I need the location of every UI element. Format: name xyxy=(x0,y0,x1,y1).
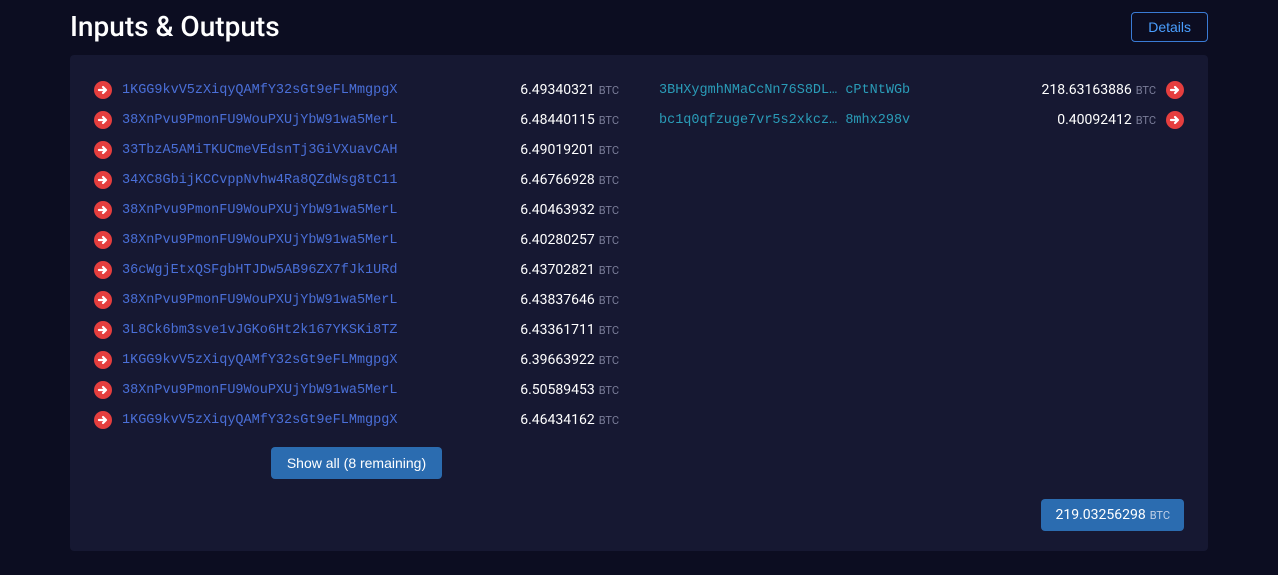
input-address-link[interactable]: 38XnPvu9PmonFU9WouPXUjYbW91wa5MerL xyxy=(122,233,520,248)
input-amount: 6.49019201 BTC xyxy=(520,142,619,158)
input-address-link[interactable]: 3L8Ck6bm3sve1vJGKo6Ht2k167YKSKi8TZ xyxy=(122,323,520,338)
input-amount: 6.46434162 BTC xyxy=(520,412,619,428)
arrow-right-icon xyxy=(94,291,112,309)
amount-value: 6.48440115 xyxy=(520,112,595,128)
input-address-link[interactable]: 1KGG9kvV5zXiqyQAMfY32sGt9eFLMmgpgX xyxy=(122,413,520,428)
currency-label: BTC xyxy=(1136,84,1156,97)
amount-value: 6.46434162 xyxy=(520,412,595,428)
amount-value: 6.46766928 xyxy=(520,172,595,188)
page-title: Inputs & Outputs xyxy=(70,10,280,43)
inputs-column: 1KGG9kvV5zXiqyQAMfY32sGt9eFLMmgpgX6.4934… xyxy=(94,75,619,479)
arrow-right-icon xyxy=(94,231,112,249)
input-amount: 6.50589453 BTC xyxy=(520,382,619,398)
currency-label: BTC xyxy=(1136,114,1156,127)
input-row: 38XnPvu9PmonFU9WouPXUjYbW91wa5MerL6.4383… xyxy=(94,285,619,315)
input-address-link[interactable]: 33TbzA5AMiTKUCmeVEdsnTj3GiVXuavCAH xyxy=(122,143,520,158)
currency-label: BTC xyxy=(599,234,619,247)
input-row: 34XC8GbijKCCvppNvhw4Ra8QZdWsg8tC116.4676… xyxy=(94,165,619,195)
output-row: bc1q0qfzuge7vr5s2xkcz… 8mhx298v0.4009241… xyxy=(659,105,1184,135)
amount-value: 6.43702821 xyxy=(520,262,595,278)
outputs-column: 3BHXygmhNMaCcNn76S8DL… cPtNtWGb218.63163… xyxy=(659,75,1184,479)
input-row: 1KGG9kvV5zXiqyQAMfY32sGt9eFLMmgpgX6.3966… xyxy=(94,345,619,375)
currency-label: BTC xyxy=(599,354,619,367)
currency-label: BTC xyxy=(599,384,619,397)
currency-label: BTC xyxy=(599,324,619,337)
currency-label: BTC xyxy=(599,174,619,187)
input-row: 1KGG9kvV5zXiqyQAMfY32sGt9eFLMmgpgX6.4643… xyxy=(94,405,619,435)
arrow-right-icon xyxy=(94,141,112,159)
input-row: 38XnPvu9PmonFU9WouPXUjYbW91wa5MerL6.4844… xyxy=(94,105,619,135)
input-amount: 6.48440115 BTC xyxy=(520,112,619,128)
amount-value: 6.40280257 xyxy=(520,232,595,248)
currency-label: BTC xyxy=(599,204,619,217)
input-address-link[interactable]: 38XnPvu9PmonFU9WouPXUjYbW91wa5MerL xyxy=(122,113,520,128)
arrow-right-icon xyxy=(94,111,112,129)
details-button[interactable]: Details xyxy=(1131,12,1208,42)
arrow-right-icon xyxy=(94,381,112,399)
amount-value: 6.50589453 xyxy=(520,382,595,398)
amount-value: 6.40463932 xyxy=(520,202,595,218)
arrow-right-icon xyxy=(94,351,112,369)
total-badge: 219.03256298 BTC xyxy=(1041,499,1184,531)
currency-label: BTC xyxy=(599,414,619,427)
input-row: 38XnPvu9PmonFU9WouPXUjYbW91wa5MerL6.4046… xyxy=(94,195,619,225)
total-amount: 219.03256298 xyxy=(1055,507,1145,523)
input-amount: 6.43837646 BTC xyxy=(520,292,619,308)
output-amount: 0.40092412 BTC xyxy=(1057,112,1156,128)
arrow-right-icon xyxy=(94,81,112,99)
input-row: 36cWgjEtxQSFgbHTJDw5AB96ZX7fJk1URd6.4370… xyxy=(94,255,619,285)
input-amount: 6.39663922 BTC xyxy=(520,352,619,368)
arrow-right-icon xyxy=(94,321,112,339)
input-address-link[interactable]: 38XnPvu9PmonFU9WouPXUjYbW91wa5MerL xyxy=(122,383,520,398)
input-amount: 6.40280257 BTC xyxy=(520,232,619,248)
arrow-right-icon xyxy=(1166,81,1184,99)
amount-value: 6.43361711 xyxy=(520,322,595,338)
arrow-right-icon xyxy=(94,411,112,429)
input-amount: 6.49340321 BTC xyxy=(520,82,619,98)
input-row: 1KGG9kvV5zXiqyQAMfY32sGt9eFLMmgpgX6.4934… xyxy=(94,75,619,105)
total-currency: BTC xyxy=(1150,509,1170,522)
input-amount: 6.46766928 BTC xyxy=(520,172,619,188)
currency-label: BTC xyxy=(599,114,619,127)
arrow-right-icon xyxy=(94,171,112,189)
arrow-right-icon xyxy=(1166,111,1184,129)
output-row: 3BHXygmhNMaCcNn76S8DL… cPtNtWGb218.63163… xyxy=(659,75,1184,105)
output-address-link[interactable]: bc1q0qfzuge7vr5s2xkcz… 8mhx298v xyxy=(659,113,1057,128)
input-amount: 6.43702821 BTC xyxy=(520,262,619,278)
input-address-link[interactable]: 38XnPvu9PmonFU9WouPXUjYbW91wa5MerL xyxy=(122,293,520,308)
output-address-link[interactable]: 3BHXygmhNMaCcNn76S8DL… cPtNtWGb xyxy=(659,83,1041,98)
currency-label: BTC xyxy=(599,294,619,307)
input-address-link[interactable]: 34XC8GbijKCCvppNvhw4Ra8QZdWsg8tC11 xyxy=(122,173,520,188)
show-all-button[interactable]: Show all (8 remaining) xyxy=(271,447,442,479)
input-row: 38XnPvu9PmonFU9WouPXUjYbW91wa5MerL6.5058… xyxy=(94,375,619,405)
amount-value: 6.49019201 xyxy=(520,142,595,158)
input-address-link[interactable]: 1KGG9kvV5zXiqyQAMfY32sGt9eFLMmgpgX xyxy=(122,353,520,368)
input-amount: 6.43361711 BTC xyxy=(520,322,619,338)
input-address-link[interactable]: 36cWgjEtxQSFgbHTJDw5AB96ZX7fJk1URd xyxy=(122,263,520,278)
input-address-link[interactable]: 38XnPvu9PmonFU9WouPXUjYbW91wa5MerL xyxy=(122,203,520,218)
currency-label: BTC xyxy=(599,84,619,97)
input-row: 33TbzA5AMiTKUCmeVEdsnTj3GiVXuavCAH6.4901… xyxy=(94,135,619,165)
input-row: 38XnPvu9PmonFU9WouPXUjYbW91wa5MerL6.4028… xyxy=(94,225,619,255)
input-address-link[interactable]: 1KGG9kvV5zXiqyQAMfY32sGt9eFLMmgpgX xyxy=(122,83,520,98)
amount-value: 6.39663922 xyxy=(520,352,595,368)
arrow-right-icon xyxy=(94,261,112,279)
amount-value: 6.43837646 xyxy=(520,292,595,308)
output-amount: 218.63163886 BTC xyxy=(1041,82,1156,98)
currency-label: BTC xyxy=(599,144,619,157)
currency-label: BTC xyxy=(599,264,619,277)
input-row: 3L8Ck6bm3sve1vJGKo6Ht2k167YKSKi8TZ6.4336… xyxy=(94,315,619,345)
arrow-right-icon xyxy=(94,201,112,219)
io-panel: 1KGG9kvV5zXiqyQAMfY32sGt9eFLMmgpgX6.4934… xyxy=(70,55,1208,551)
amount-value: 6.49340321 xyxy=(520,82,595,98)
input-amount: 6.40463932 BTC xyxy=(520,202,619,218)
amount-value: 0.40092412 xyxy=(1057,112,1132,128)
amount-value: 218.63163886 xyxy=(1041,82,1131,98)
